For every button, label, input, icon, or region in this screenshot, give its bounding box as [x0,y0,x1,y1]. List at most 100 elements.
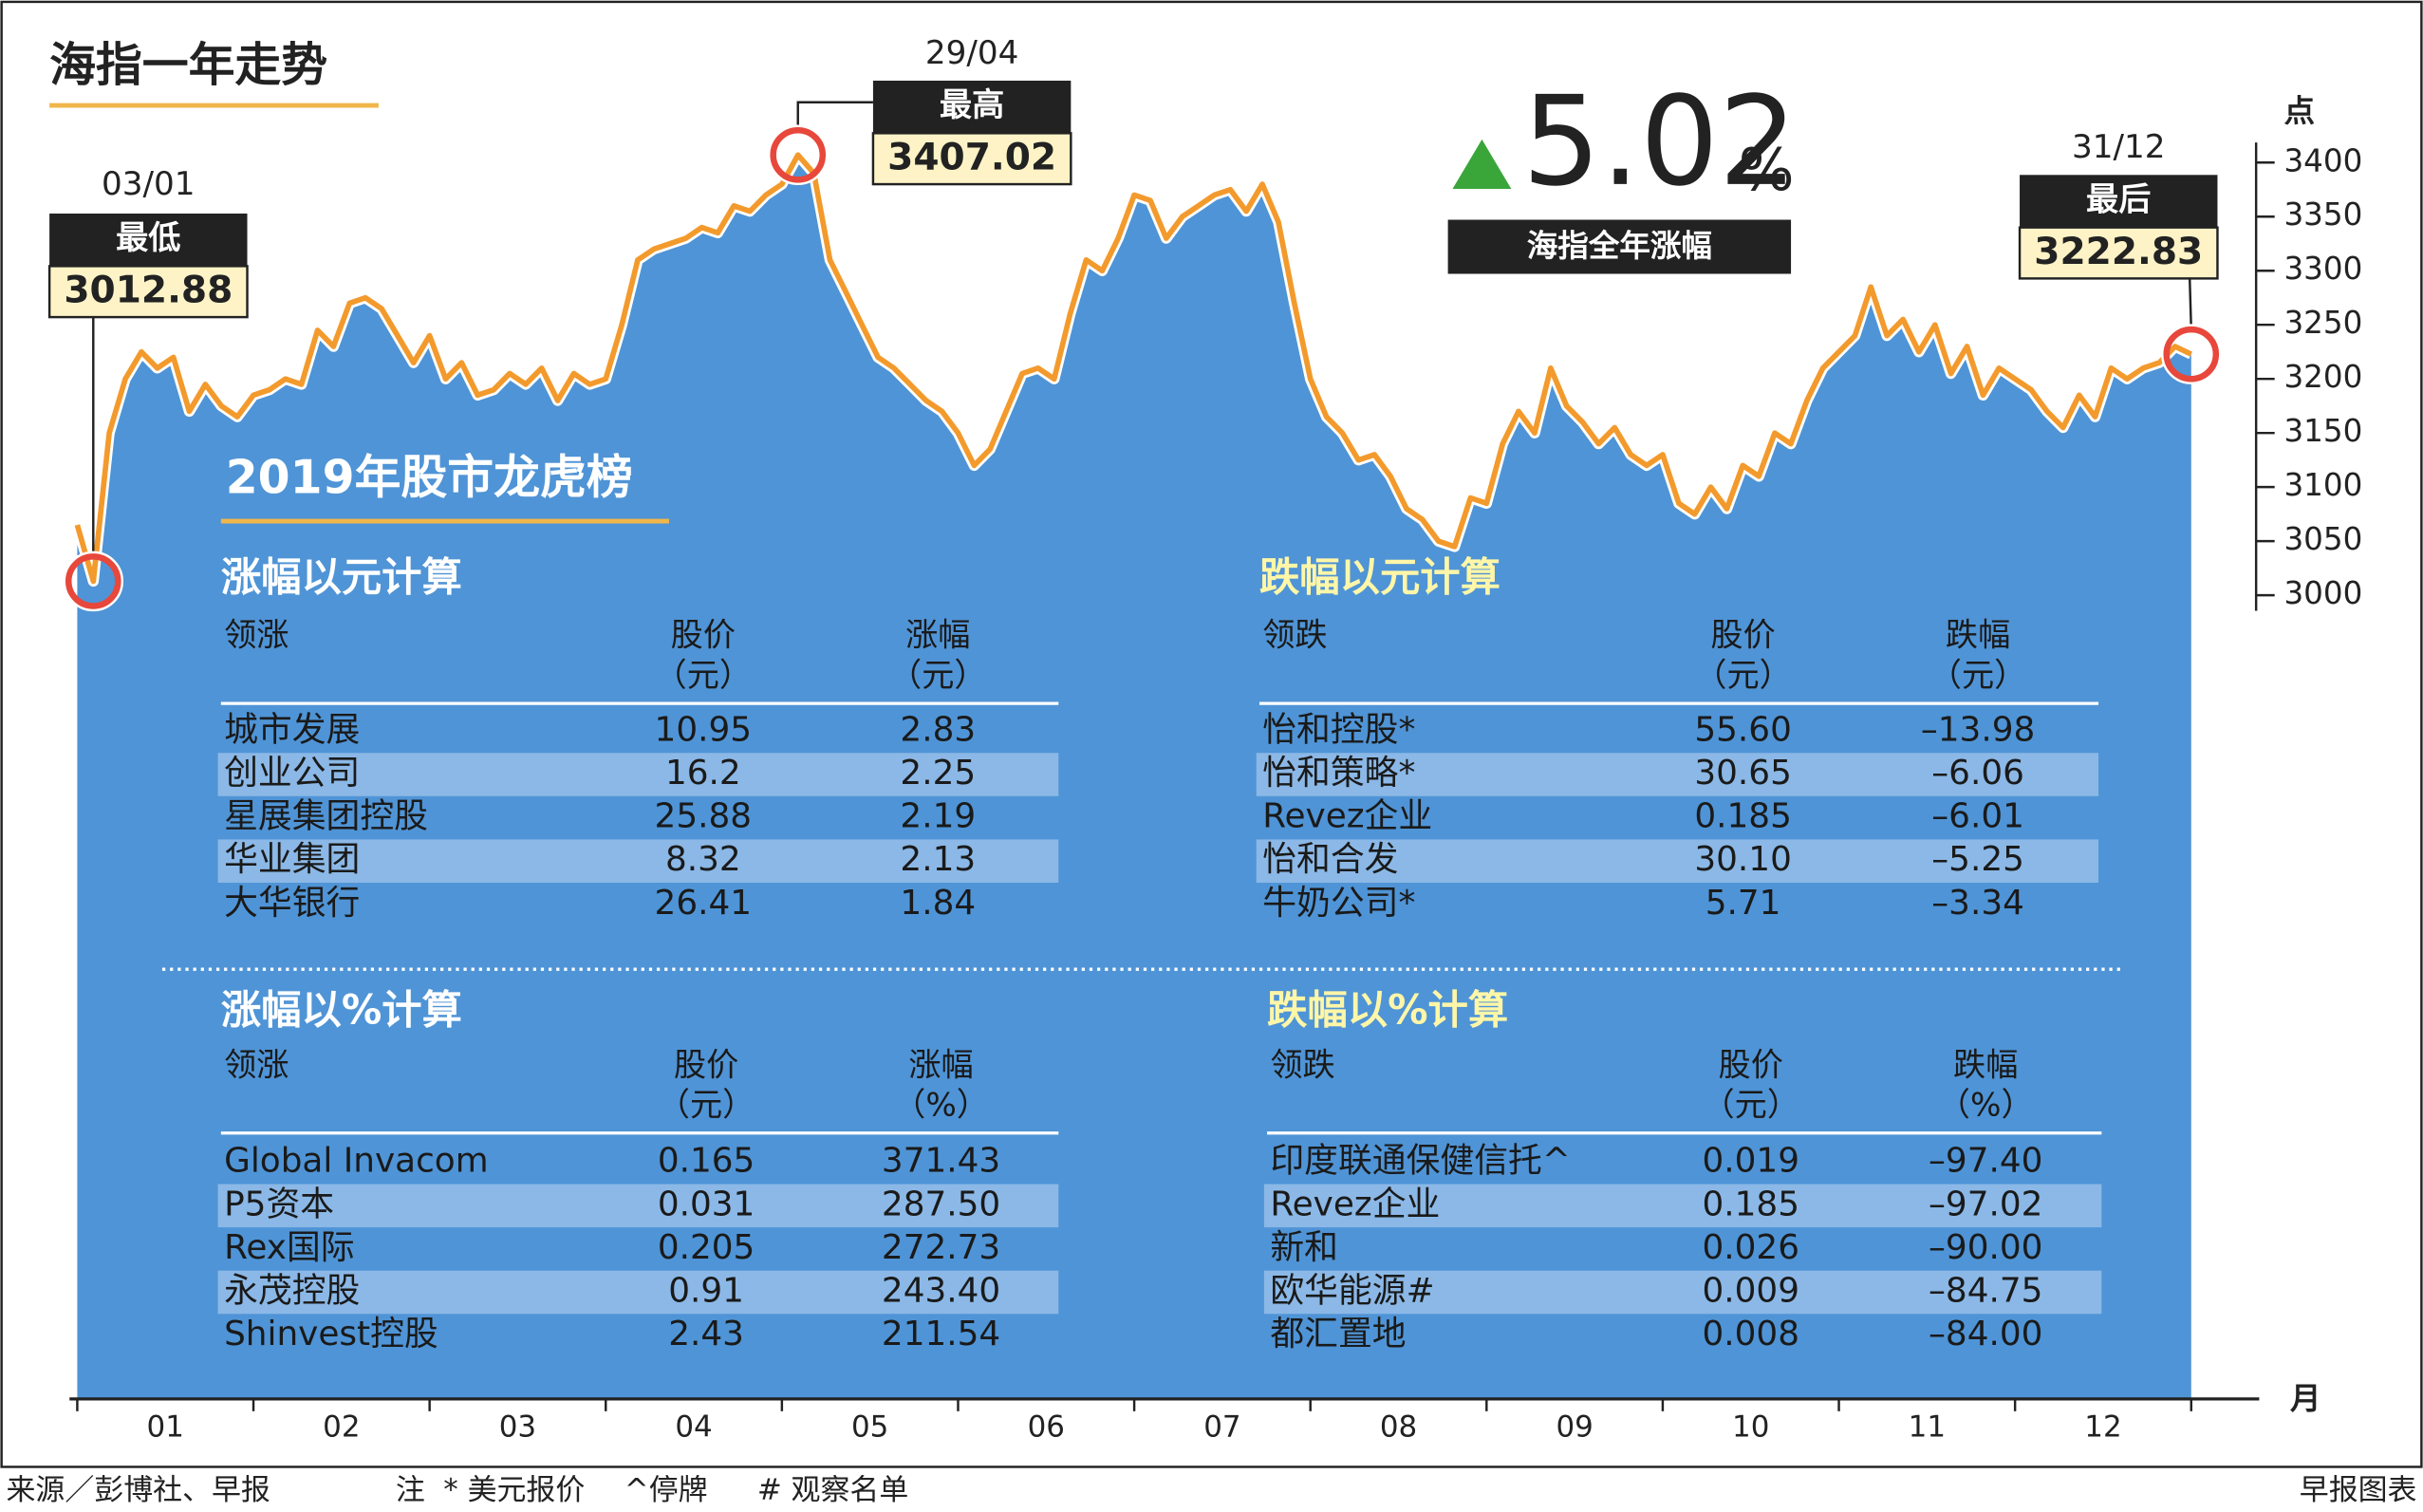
x-tick-label: 06 [1028,1409,1065,1444]
table-cell: 287.50 [882,1185,1000,1223]
table-header: （元） [658,1087,755,1125]
point-marker-ring [770,126,827,183]
table-cell: –84.00 [1929,1315,2042,1353]
annotation-label-box [2020,175,2218,228]
annotation-value: 3222.83 [2034,231,2203,273]
table-cell: Revez企业 [1262,797,1432,836]
change-label-box [1447,219,1792,274]
table-cell: 0.008 [1702,1315,1799,1353]
row-stripe [217,839,1059,884]
note: 注 [396,1473,425,1507]
table-header: 涨幅 [908,1046,973,1084]
x-tick-label: 10 [1732,1409,1769,1444]
table-cell: 2.13 [900,840,976,879]
table-cell: 243.40 [882,1271,1000,1310]
table-cell: 0.026 [1702,1228,1799,1267]
table-cell: 印度联通保健信托^ [1270,1142,1571,1181]
x-tick-label: 02 [323,1409,360,1444]
table-cell: 211.54 [882,1315,1000,1353]
table-cell: 2.83 [900,710,976,749]
table-cell: –84.75 [1929,1271,2042,1310]
table-title: 跌幅以元计算 [1259,553,1500,600]
point-marker-ring [65,553,121,609]
row-stripe [1263,1270,2102,1315]
table-cell: –3.34 [1931,884,2024,923]
table-cell: 怡和策略* [1262,754,1415,793]
table-cell: 0.019 [1702,1142,1799,1181]
table-header: （元） [889,657,987,695]
table-header: 领跌 [1262,617,1327,655]
table-header: 股价 [1719,1046,1783,1084]
table-cell: Revez企业 [1270,1185,1440,1223]
note-item: ^停牌 [624,1473,708,1507]
x-unit: 月 [2290,1380,2321,1416]
frame [0,0,2423,1468]
annotation-value-box [2018,226,2219,280]
table-cell: 城市发展 [224,710,360,749]
chart-title: 海指一年走势 [49,38,327,92]
table-cell: 0.185 [1694,797,1792,836]
annotation-label-box [872,80,1072,134]
table-cell: 1.84 [900,884,976,923]
table-header: （%） [893,1087,989,1125]
change-unit: % [1739,136,1795,204]
row-stripe [1256,753,2099,796]
y-unit: 点 [2283,93,2315,129]
x-tick-label: 04 [675,1409,712,1444]
table-cell: 2.19 [900,797,976,836]
note-item: # 观察名单 [757,1473,908,1507]
table-cell: 0.165 [658,1142,755,1181]
table-cell: 16.2 [665,754,741,793]
table-cell: 55.60 [1694,710,1792,749]
table-header: （%） [1938,1087,2034,1125]
annotation-label: 最低 [116,219,180,257]
table-header: 领涨 [224,1046,289,1084]
x-tick-label: 08 [1380,1409,1417,1444]
table-header: 跌幅 [1946,617,2010,655]
y-tick-label: 3400 [2283,142,2362,178]
subtitle: 2019年股市龙虎榜 [226,451,633,505]
table-header: 领涨 [224,617,289,655]
table-cell: 272.73 [882,1228,1000,1267]
table-cell: 0.031 [658,1185,755,1223]
row-stripe [217,753,1059,796]
table-header: （元） [1929,657,2027,695]
x-tick-label: 01 [147,1409,184,1444]
table-cell: 26.41 [655,884,753,923]
y-tick-label: 3200 [2283,359,2362,395]
table-header: 股价 [671,617,736,655]
table-cell: 30.10 [1694,840,1792,879]
annotation-label-box [49,214,248,267]
table-cell: –97.40 [1929,1142,2042,1181]
table-cell: –13.98 [1921,710,2035,749]
point-marker-ring [2163,326,2220,383]
table-cell: –90.00 [1929,1228,2042,1267]
table-header: （元） [1702,1087,1799,1125]
x-tick-label: 12 [2084,1409,2121,1444]
annotation-date: 29/04 [925,34,1019,72]
table-cell: –5.25 [1931,840,2024,879]
row-stripe [1256,839,2099,884]
table-cell: 2.43 [668,1315,744,1353]
table-cell: 怡和控股* [1262,710,1415,749]
table-header: 领跌 [1270,1046,1334,1084]
table-cell: 2.25 [900,754,976,793]
table-header: （元） [1694,657,1792,695]
table-cell: 30.65 [1694,754,1792,793]
row-stripe [217,1270,1059,1315]
table-cell: 0.91 [668,1271,744,1310]
y-tick-label: 3150 [2283,413,2362,449]
table-cell: 5.71 [1705,884,1781,923]
table-cell: 大华银行 [224,884,360,923]
table-title: 跌幅以%计算 [1267,986,1508,1033]
row-stripe [217,1184,1059,1228]
table-cell: 0.009 [1702,1271,1799,1310]
x-tick-label: 03 [499,1409,536,1444]
annotation-label: 最高 [940,86,1004,124]
table-cell: P5资本 [224,1185,334,1223]
table-cell: 371.43 [882,1142,1000,1181]
plot: 01 02 03 04 05 06 07 08 09 10 11 12 3000 3050 3100 3150… [47,34,2362,1444]
table-cell: 创业公司 [224,754,360,793]
annotation-label: 最后 [2086,180,2151,218]
